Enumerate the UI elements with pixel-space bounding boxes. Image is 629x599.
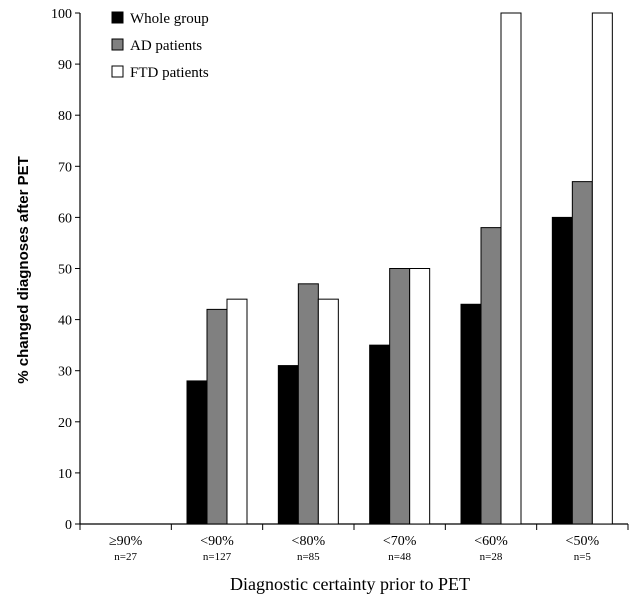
y-axis-label: % changed diagnoses after PET: [15, 156, 32, 384]
bar-ad-patients: [389, 268, 411, 525]
legend-swatch: [111, 38, 124, 51]
y-tick-label: 20: [58, 416, 72, 431]
bar-whole-group: [186, 380, 208, 525]
sample-size-label: n=5: [574, 551, 592, 563]
bar-ftd-patients: [591, 12, 613, 525]
y-tick-label: 40: [58, 314, 72, 329]
bar-ftd-patients: [226, 298, 248, 525]
y-tick-label: 70: [58, 160, 72, 175]
bar-ad-patients: [206, 308, 228, 525]
sample-size-label: n=48: [388, 551, 411, 563]
x-tick-label: <60%: [474, 534, 508, 549]
bar-ad-patients: [480, 227, 502, 525]
y-tick-label: 60: [58, 211, 72, 226]
x-tick-label: <70%: [383, 534, 417, 549]
bar-ad-patients: [297, 283, 319, 525]
bar-ftd-patients: [500, 12, 522, 525]
sample-size-label: n=27: [114, 551, 137, 563]
y-tick-label: 0: [65, 518, 72, 533]
y-tick-label: 50: [58, 263, 72, 278]
sample-size-label: n=127: [203, 551, 232, 563]
y-tick-label: 90: [58, 58, 72, 73]
x-tick-label: <50%: [566, 534, 600, 549]
sample-size-label: n=85: [297, 551, 320, 563]
x-tick-label: ≥90%: [109, 534, 143, 549]
y-tick-label: 10: [58, 467, 72, 482]
bar-whole-group: [277, 365, 299, 525]
legend-label: FTD patients: [130, 65, 209, 81]
bars: [186, 12, 613, 525]
x-tick-label: <90%: [200, 534, 234, 549]
bar-whole-group: [460, 303, 482, 525]
legend-label: Whole group: [130, 11, 209, 27]
bar-ftd-patients: [409, 268, 431, 525]
y-tick-label: 30: [58, 365, 72, 380]
legend-swatch: [111, 65, 124, 78]
sample-size-label: n=28: [480, 551, 503, 563]
bar-whole-group: [369, 344, 391, 525]
y-tick-label: 100: [51, 7, 72, 22]
x-tick-label: <80%: [292, 534, 326, 549]
bar-ad-patients: [571, 181, 593, 525]
axes: 0 10 20 30 40 50 60 70 80 90 100 ≥90% n=27 <90% n=127 <…: [51, 7, 629, 563]
bar-ftd-patients: [317, 298, 339, 525]
legend-swatch: [111, 11, 124, 24]
bar-whole-group: [551, 216, 573, 525]
y-tick-label: 80: [58, 109, 72, 124]
x-axis-label: Diagnostic certainty prior to PET: [230, 574, 470, 594]
legend: Whole group AD patients FTD patients: [111, 11, 209, 81]
legend-label: AD patients: [130, 38, 202, 54]
